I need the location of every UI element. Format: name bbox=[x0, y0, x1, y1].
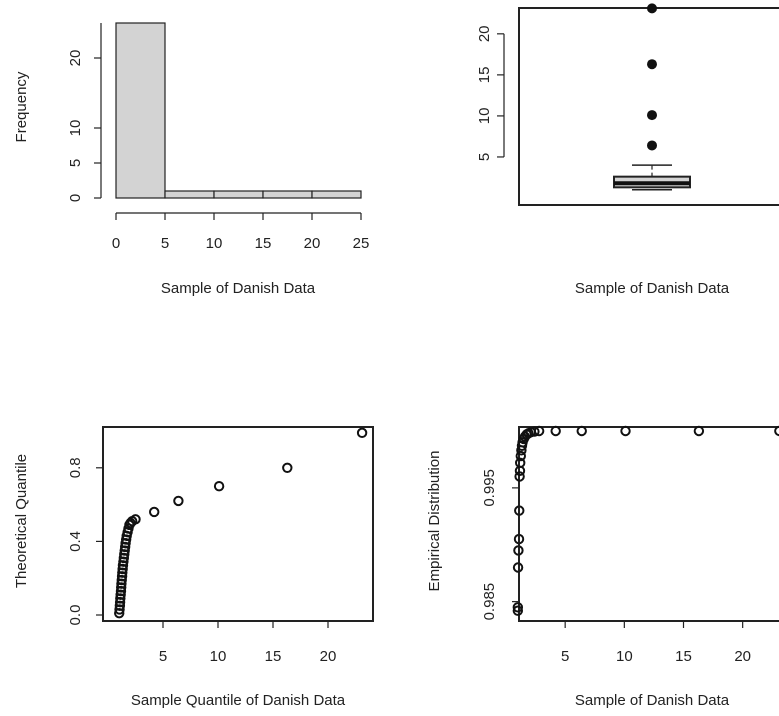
qq-point bbox=[116, 574, 127, 586]
ecdf-point bbox=[774, 425, 779, 437]
qq-point bbox=[356, 427, 368, 439]
qq-x-tick-label: 15 bbox=[265, 648, 282, 665]
ecdf-plot-frame bbox=[518, 426, 779, 622]
ecdf-x-axis-label: Sample of Danish Data bbox=[575, 692, 730, 709]
qq-x-tick-label: 5 bbox=[159, 648, 167, 665]
box-outlier-point bbox=[647, 110, 657, 121]
qq-point bbox=[173, 495, 184, 507]
ecdf-point bbox=[515, 450, 526, 462]
qq-point bbox=[115, 589, 126, 600]
qq-point bbox=[114, 600, 126, 611]
qq-point bbox=[116, 582, 127, 593]
qq-x-tick-label: 10 bbox=[210, 648, 227, 665]
hist-x-tick-label: 20 bbox=[304, 235, 321, 252]
qq-point bbox=[114, 607, 125, 619]
ecdf-point bbox=[550, 425, 561, 437]
qq-point bbox=[114, 596, 126, 608]
hist-x-tick-label: 25 bbox=[353, 235, 370, 252]
qq-point bbox=[130, 514, 141, 525]
box-y-tick-label: 15 bbox=[476, 67, 493, 84]
ecdf-x-tick-label: 20 bbox=[734, 648, 751, 665]
ecdf-point bbox=[620, 425, 631, 437]
qq-plot-frame bbox=[102, 426, 374, 622]
ecdf-point bbox=[514, 471, 525, 482]
hist-x-tick-label: 10 bbox=[206, 235, 223, 252]
ecdf-y-axis-label: Empirical Distribution bbox=[426, 451, 443, 592]
box-y-tick-label: 20 bbox=[476, 25, 493, 42]
hist-x-tick-label: 5 bbox=[161, 235, 169, 252]
hist-y-tick-label: 5 bbox=[67, 159, 84, 167]
qq-x-tick-label: 20 bbox=[320, 648, 337, 665]
ecdf-y-tick-label: 0.985 bbox=[481, 583, 498, 621]
histogram-bar bbox=[311, 190, 362, 199]
box-plot-frame bbox=[518, 7, 779, 206]
qq-y-tick-label: 0.0 bbox=[67, 605, 84, 626]
ecdf-point bbox=[693, 425, 705, 437]
qq-point bbox=[115, 593, 126, 604]
ecdf-x-tick-label: 10 bbox=[616, 648, 633, 665]
ecdf-point bbox=[512, 562, 524, 573]
hist-y-tick-label: 0 bbox=[67, 194, 84, 202]
box-y-tick-label: 10 bbox=[476, 108, 493, 125]
histogram-bar bbox=[164, 190, 215, 199]
ecdf-point bbox=[515, 457, 526, 469]
qq-x-axis-label: Sample Quantile of Danish Data bbox=[131, 692, 346, 709]
hist-y-axis-label: Frequency bbox=[13, 71, 30, 142]
qq-y-tick-label: 0.4 bbox=[67, 531, 84, 552]
box-x-axis-label: Sample of Danish Data bbox=[575, 280, 730, 297]
histogram-bar bbox=[115, 22, 166, 199]
qq-point bbox=[115, 585, 127, 597]
ecdf-point bbox=[576, 425, 587, 437]
hist-x-axis-label: Sample of Danish Data bbox=[161, 280, 316, 297]
qq-point bbox=[116, 571, 128, 582]
histogram-bar bbox=[262, 190, 313, 199]
ecdf-point bbox=[533, 425, 545, 437]
box-outlier-point bbox=[647, 3, 657, 14]
box-outlier-point bbox=[647, 140, 657, 151]
qq-point bbox=[213, 481, 225, 492]
ecdf-y-tick-label: 0.995 bbox=[481, 469, 498, 507]
hist-y-tick-label: 10 bbox=[67, 120, 84, 137]
ecdf-x-tick-label: 15 bbox=[675, 648, 692, 665]
box-outlier-point bbox=[647, 59, 657, 70]
box-y-tick-label: 5 bbox=[476, 153, 493, 161]
ecdf-point bbox=[529, 426, 540, 437]
qq-point bbox=[282, 462, 293, 473]
qq-point bbox=[116, 578, 127, 589]
ecdf-point bbox=[512, 605, 524, 616]
qq-y-tick-label: 0.8 bbox=[67, 457, 84, 478]
qq-point bbox=[117, 567, 128, 578]
qq-point bbox=[114, 604, 125, 615]
hist-y-tick-label: 20 bbox=[67, 50, 84, 67]
hist-x-tick-label: 15 bbox=[255, 235, 272, 252]
ecdf-point bbox=[512, 602, 524, 613]
histogram-bar bbox=[213, 190, 264, 199]
ecdf-x-tick-label: 5 bbox=[561, 648, 569, 665]
qq-point bbox=[149, 506, 160, 518]
qq-y-axis-label: Theoretical Quantile bbox=[13, 454, 30, 588]
hist-x-tick-label: 0 bbox=[112, 235, 120, 252]
